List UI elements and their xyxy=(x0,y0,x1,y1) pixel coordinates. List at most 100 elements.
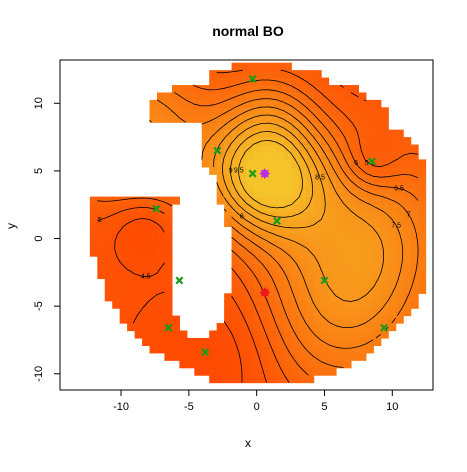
field-cell xyxy=(127,278,136,287)
field-cell xyxy=(418,256,427,265)
field-cell xyxy=(194,92,203,101)
field-cell xyxy=(298,360,307,369)
field-cell xyxy=(201,352,210,361)
field-cell xyxy=(216,189,225,198)
field-cell xyxy=(239,337,248,346)
field-cell xyxy=(350,352,359,361)
field-cell xyxy=(164,233,173,242)
field-cell xyxy=(231,218,240,227)
field-cell xyxy=(336,174,345,183)
field-cell xyxy=(321,263,330,272)
field-cell xyxy=(246,99,255,108)
field-cell xyxy=(358,323,367,332)
field-cell xyxy=(306,337,315,346)
field-cell xyxy=(365,278,374,287)
field-cell xyxy=(268,70,277,79)
field-cell xyxy=(231,144,240,153)
field-cell xyxy=(239,159,248,168)
field-cell xyxy=(119,315,128,324)
field-cell xyxy=(291,263,300,272)
field-cell xyxy=(291,129,300,138)
y-tick-label: 5 xyxy=(33,168,45,174)
field-cell xyxy=(209,345,218,354)
field-cell xyxy=(134,308,143,317)
field-cell xyxy=(268,196,277,205)
field-cell xyxy=(246,204,255,213)
field-cell xyxy=(350,308,359,317)
field-cell xyxy=(164,278,173,287)
field-cell xyxy=(156,330,166,339)
field-cell xyxy=(268,263,277,272)
field-cell xyxy=(283,233,292,242)
field-cell xyxy=(328,211,337,220)
field-cell xyxy=(231,114,240,123)
field-cell xyxy=(358,285,367,294)
field-cell xyxy=(156,293,166,302)
field-cell xyxy=(156,315,166,324)
field-cell xyxy=(298,263,307,272)
field-cell xyxy=(350,263,359,272)
contour-line xyxy=(97,84,367,383)
field-cell xyxy=(365,300,374,309)
field-cell xyxy=(209,367,218,376)
field-cell xyxy=(380,241,389,250)
field-cell xyxy=(149,308,158,317)
field-cell xyxy=(276,166,285,175)
field-cell xyxy=(104,263,113,272)
field-cell xyxy=(313,256,322,265)
field-cell xyxy=(321,189,330,198)
field-cell xyxy=(365,233,374,242)
field-cell xyxy=(127,263,136,272)
field-cell xyxy=(380,308,389,317)
field-cell xyxy=(336,315,345,324)
field-cell xyxy=(410,241,419,250)
field-cell xyxy=(283,137,292,146)
field-cell xyxy=(418,189,427,198)
field-cell xyxy=(336,211,345,220)
field-cell xyxy=(224,330,233,339)
field-cell xyxy=(231,352,240,361)
field-cell xyxy=(321,233,330,242)
field-cell xyxy=(306,226,315,235)
field-cell xyxy=(298,92,307,101)
field-cell xyxy=(291,85,300,94)
field-cell xyxy=(298,367,307,376)
field-cell xyxy=(343,352,352,361)
y-tick-label: 0 xyxy=(33,235,45,241)
field-cell xyxy=(350,196,359,205)
field-cell xyxy=(261,129,270,138)
field-cell xyxy=(127,285,136,294)
field-cell xyxy=(127,204,136,213)
field-cell xyxy=(313,270,322,280)
field-cell xyxy=(112,241,121,250)
field-cell xyxy=(298,122,307,131)
field-cell xyxy=(194,345,203,354)
field-cell xyxy=(239,256,248,265)
field-cell xyxy=(313,218,322,227)
field-cell xyxy=(231,241,240,250)
field-cell xyxy=(216,137,225,146)
field-cell xyxy=(373,166,382,175)
field-cell xyxy=(209,99,218,108)
field-cell xyxy=(336,270,345,280)
field-cell xyxy=(231,270,240,280)
field-cell xyxy=(134,330,143,339)
field-cell xyxy=(306,189,315,198)
field-cell xyxy=(291,308,300,317)
contour-line xyxy=(192,79,419,376)
field-cell xyxy=(343,92,352,101)
field-cell xyxy=(283,107,292,116)
field-cell xyxy=(224,92,233,101)
field-cell xyxy=(216,337,225,346)
field-cell xyxy=(246,285,255,294)
field-cell xyxy=(276,270,285,280)
field-cell xyxy=(239,233,248,242)
field-cell xyxy=(142,241,151,250)
field-cell xyxy=(246,308,255,317)
field-cell xyxy=(410,233,419,242)
field-cell xyxy=(239,226,248,235)
contour-label-layer: 9.598.587.576.565.554.5 xyxy=(98,160,411,280)
field-cell xyxy=(119,211,128,220)
field-cell xyxy=(313,293,322,302)
